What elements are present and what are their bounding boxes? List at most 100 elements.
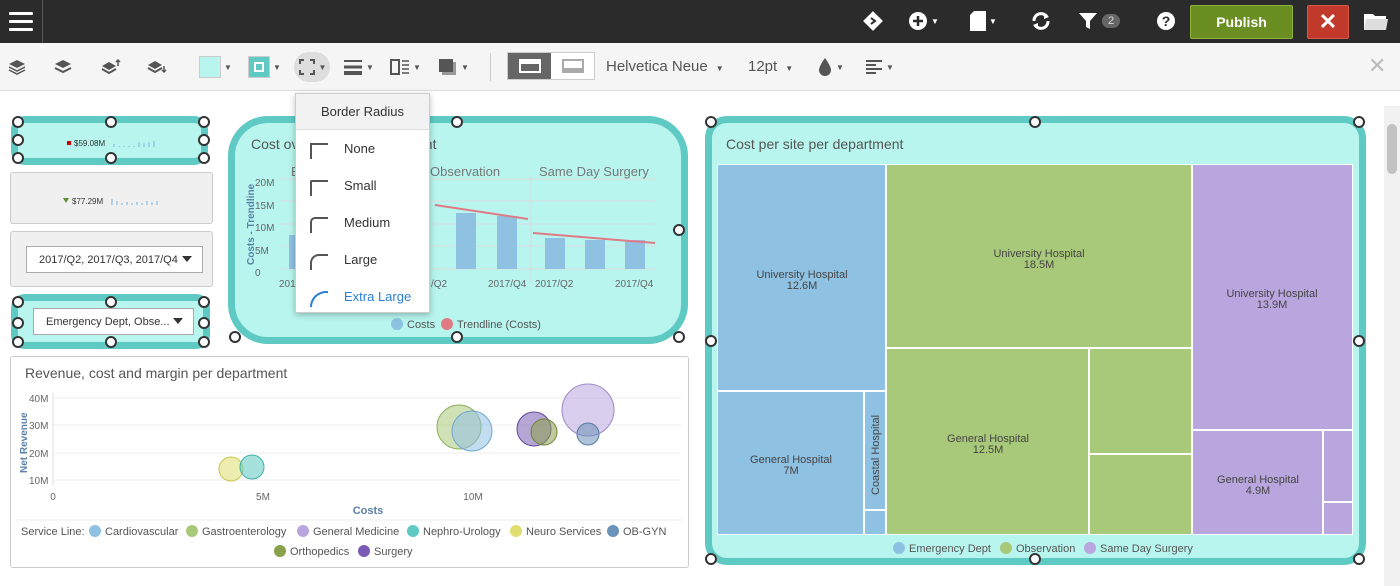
resize-handle[interactable] (12, 134, 24, 146)
text-align-icon[interactable]: ▼ (865, 55, 894, 79)
resize-handle[interactable] (105, 336, 117, 348)
border-radius-option-medium[interactable]: Medium (296, 204, 429, 241)
resize-handle[interactable] (12, 317, 24, 329)
help-icon[interactable]: ? (1156, 9, 1176, 33)
cost-chart-ylabel: Costs - Trendline (246, 183, 257, 265)
border-radius-option-small[interactable]: Small (296, 167, 429, 204)
option-label: Small (344, 178, 377, 193)
cost-chart-ytick-15m: 15M (255, 201, 274, 212)
title-bottom-option[interactable] (551, 53, 594, 79)
send-backward-icon[interactable] (147, 55, 167, 79)
title-position-toggle (507, 52, 595, 80)
resize-handle[interactable] (105, 116, 117, 128)
treemap-cell-sds-general (1193, 431, 1322, 534)
cost-per-site-treemap[interactable]: Cost per site per department University … (705, 116, 1366, 565)
close-button[interactable]: ✕ (1307, 5, 1349, 39)
border-color-picker[interactable]: ▼ (248, 55, 281, 79)
corner-medium-icon (310, 216, 328, 233)
treemap-label-5: General Hospital (947, 433, 1029, 445)
border-width-icon[interactable]: ▼ (344, 60, 374, 75)
resize-handle[interactable] (1353, 116, 1365, 128)
vertical-scrollbar[interactable] (1384, 106, 1400, 586)
kpi-tile-2[interactable]: $77.29M (10, 172, 213, 224)
resize-handle[interactable] (12, 336, 24, 348)
border-radius-option-none[interactable]: None (296, 130, 429, 167)
resize-handle[interactable] (705, 116, 717, 128)
resize-handle[interactable] (198, 317, 210, 329)
hamburger-menu-icon[interactable] (0, 0, 43, 43)
resize-handle[interactable] (12, 116, 24, 128)
cost-chart-group-2: Same Day Surgery (539, 164, 649, 179)
resize-handle[interactable] (1353, 553, 1365, 565)
bubble-ortho (530, 418, 558, 446)
filter-icon[interactable]: 2 (1078, 9, 1121, 33)
border-radius-button[interactable]: ▼ (294, 52, 330, 82)
padding-icon[interactable]: ▼ (390, 55, 421, 79)
font-size-select[interactable]: 12pt ▼ (748, 58, 794, 75)
resize-handle[interactable] (198, 152, 210, 164)
legend-costs: Costs (407, 319, 436, 331)
resize-handle[interactable] (1353, 335, 1365, 347)
cost-xtick-2: /Q2 (431, 279, 448, 290)
svg-text:?: ? (1162, 13, 1171, 29)
refresh-icon[interactable] (1030, 9, 1052, 33)
layers-icon[interactable] (8, 55, 26, 79)
period-dropdown[interactable]: 2017/Q2, 2017/Q3, 2017/Q4 (26, 246, 203, 273)
option-label: Medium (344, 215, 391, 230)
treemap-cell-obs-a (1090, 349, 1191, 453)
resize-handle[interactable] (1029, 116, 1041, 128)
bubble-legend-genmed: General Medicine (313, 526, 399, 538)
resize-handle[interactable] (198, 134, 210, 146)
bubble-legend-surgery: Surgery (374, 546, 413, 558)
treemap-cell-er-general (718, 392, 863, 534)
department-dropdown[interactable]: Emergency Dept, Obse... (33, 308, 194, 335)
resize-handle[interactable] (198, 296, 210, 308)
text-color-icon[interactable]: ▼ (817, 55, 844, 79)
treemap-legend-er: Emergency Dept (909, 543, 991, 555)
treemap-cell-obs-university (887, 165, 1191, 347)
resize-handle[interactable] (1029, 553, 1041, 565)
border-radius-option-extra-large[interactable]: Extra Large (296, 278, 429, 315)
shadow-icon[interactable]: ▼ (438, 55, 469, 79)
folder-icon[interactable] (1364, 9, 1388, 33)
bubble-ytick-10m: 10M (29, 476, 48, 487)
treemap-cell-sds-university (1193, 165, 1352, 429)
bubble-chart-svg: Revenue, cost and margin per department … (16, 365, 683, 558)
resize-handle[interactable] (673, 331, 685, 343)
treemap-cell-er-university (718, 165, 885, 390)
resize-handle[interactable] (198, 336, 210, 348)
resize-handle[interactable] (12, 296, 24, 308)
send-back-icon[interactable] (54, 55, 72, 79)
filter-count-badge: 2 (1102, 14, 1121, 28)
close-toolbar-icon[interactable]: ✕ (1368, 53, 1387, 78)
revenue-bubble-chart[interactable]: Revenue, cost and margin per department … (10, 356, 689, 568)
title-top-option[interactable] (508, 53, 551, 79)
resize-handle[interactable] (198, 116, 210, 128)
bubble-cardio (451, 410, 493, 452)
period-dropdown-value: 2017/Q2, 2017/Q3, 2017/Q4 (39, 253, 178, 266)
resize-handle[interactable] (12, 152, 24, 164)
resize-handle[interactable] (705, 335, 717, 347)
bring-forward-icon[interactable] (101, 55, 121, 79)
bubble-legend-cardio-dot (89, 525, 101, 537)
treemap-label-4: University Hospital (993, 248, 1084, 260)
border-radius-option-large[interactable]: Large (296, 241, 429, 278)
resize-handle[interactable] (451, 116, 463, 128)
publish-button[interactable]: Publish (1190, 5, 1293, 39)
treemap-legend-obs-dot (1000, 542, 1012, 554)
fill-color-picker[interactable]: ▼ (199, 55, 232, 79)
resize-handle[interactable] (229, 331, 241, 343)
resize-handle[interactable] (705, 553, 717, 565)
resize-handle[interactable] (105, 152, 117, 164)
resize-handle[interactable] (105, 296, 117, 308)
document-icon[interactable]: ▼ (970, 9, 997, 33)
add-icon[interactable]: ▼ (908, 9, 939, 33)
resize-handle[interactable] (673, 224, 685, 236)
font-size-value: 12pt (748, 58, 778, 75)
font-family-select[interactable]: Helvetica Neue ▼ (606, 58, 724, 75)
format-toolbar: ▼ ▼ ▼ ▼ ▼ ▼ (0, 43, 1400, 91)
resize-handle[interactable] (451, 331, 463, 343)
scrollbar-thumb[interactable] (1387, 124, 1397, 174)
diamond-nav-icon[interactable] (862, 9, 884, 33)
legend-trendline: Trendline (Costs) (457, 319, 541, 331)
